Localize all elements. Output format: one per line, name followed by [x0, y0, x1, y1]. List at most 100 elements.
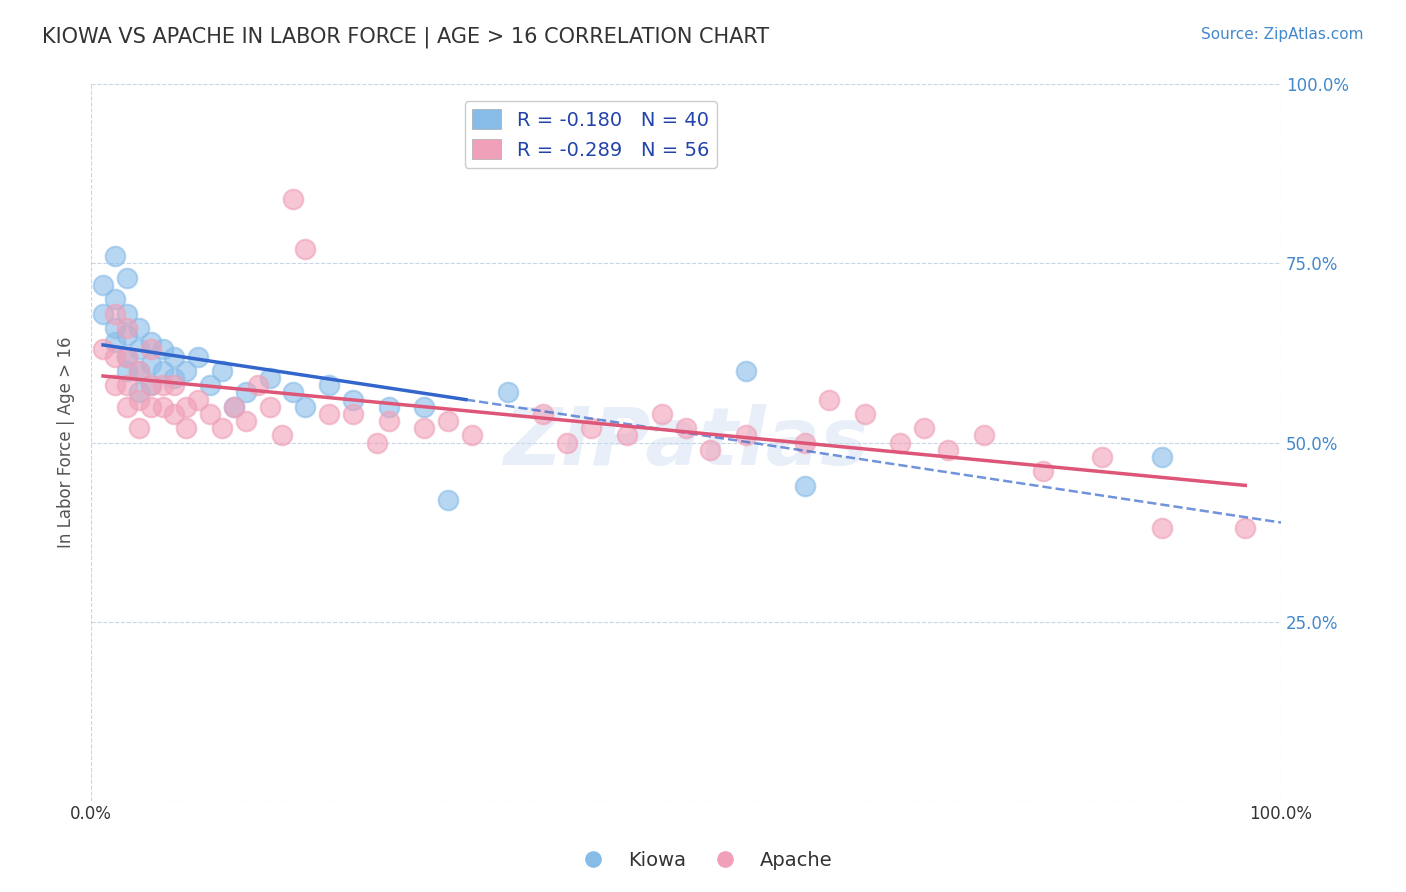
Point: [294, 242, 316, 256]
Point: [1234, 521, 1257, 535]
Point: [283, 192, 305, 206]
Point: [259, 371, 281, 385]
Point: [104, 249, 127, 263]
Point: [1150, 521, 1173, 535]
Point: [115, 350, 138, 364]
Point: [104, 321, 127, 335]
Point: [283, 385, 305, 400]
Point: [496, 385, 519, 400]
Point: [198, 378, 221, 392]
Point: [1091, 450, 1114, 464]
Point: [246, 378, 269, 392]
Point: [104, 307, 127, 321]
Point: [128, 385, 150, 400]
Point: [699, 442, 721, 457]
Point: [437, 414, 460, 428]
Point: [128, 321, 150, 335]
Point: [413, 421, 436, 435]
Point: [235, 414, 257, 428]
Point: [912, 421, 935, 435]
Y-axis label: In Labor Force | Age > 16: In Labor Force | Age > 16: [58, 337, 75, 549]
Point: [139, 400, 162, 414]
Point: [104, 378, 127, 392]
Point: [115, 321, 138, 335]
Point: [163, 350, 186, 364]
Point: [318, 407, 340, 421]
Point: [115, 270, 138, 285]
Point: [163, 371, 186, 385]
Point: [734, 364, 756, 378]
Point: [889, 435, 911, 450]
Point: [104, 293, 127, 307]
Point: [377, 400, 399, 414]
Point: [152, 343, 174, 357]
Text: KIOWA VS APACHE IN LABOR FORCE | AGE > 16 CORRELATION CHART: KIOWA VS APACHE IN LABOR FORCE | AGE > 1…: [42, 27, 769, 48]
Point: [342, 407, 364, 421]
Point: [104, 335, 127, 350]
Point: [531, 407, 554, 421]
Point: [318, 378, 340, 392]
Point: [91, 307, 114, 321]
Point: [734, 428, 756, 442]
Point: [294, 400, 316, 414]
Point: [152, 364, 174, 378]
Point: [139, 378, 162, 392]
Point: [936, 442, 959, 457]
Legend: R = -0.180   N = 40, R = -0.289   N = 56: R = -0.180 N = 40, R = -0.289 N = 56: [464, 102, 717, 168]
Point: [104, 350, 127, 364]
Point: [651, 407, 673, 421]
Point: [187, 350, 209, 364]
Point: [91, 343, 114, 357]
Point: [115, 350, 138, 364]
Point: [115, 400, 138, 414]
Point: [211, 421, 233, 435]
Point: [115, 307, 138, 321]
Point: [675, 421, 697, 435]
Point: [152, 400, 174, 414]
Point: [461, 428, 484, 442]
Point: [817, 392, 839, 407]
Point: [342, 392, 364, 407]
Point: [139, 357, 162, 371]
Point: [794, 435, 817, 450]
Point: [139, 378, 162, 392]
Point: [163, 407, 186, 421]
Point: [128, 343, 150, 357]
Point: [128, 364, 150, 378]
Point: [1150, 450, 1173, 464]
Point: [115, 328, 138, 343]
Point: [555, 435, 578, 450]
Point: [794, 478, 817, 492]
Point: [163, 378, 186, 392]
Point: [270, 428, 292, 442]
Point: [187, 392, 209, 407]
Point: [235, 385, 257, 400]
Point: [1032, 464, 1054, 478]
Point: [377, 414, 399, 428]
Point: [128, 392, 150, 407]
Point: [853, 407, 876, 421]
Point: [579, 421, 602, 435]
Point: [128, 364, 150, 378]
Point: [128, 421, 150, 435]
Point: [259, 400, 281, 414]
Point: [91, 277, 114, 292]
Point: [211, 364, 233, 378]
Point: [139, 343, 162, 357]
Point: [139, 335, 162, 350]
Point: [176, 400, 198, 414]
Point: [437, 492, 460, 507]
Point: [198, 407, 221, 421]
Point: [222, 400, 245, 414]
Point: [176, 364, 198, 378]
Text: ZIPatlas: ZIPatlas: [503, 403, 869, 482]
Point: [176, 421, 198, 435]
Point: [616, 428, 638, 442]
Point: [413, 400, 436, 414]
Point: [115, 378, 138, 392]
Point: [973, 428, 995, 442]
Point: [366, 435, 388, 450]
Text: Source: ZipAtlas.com: Source: ZipAtlas.com: [1201, 27, 1364, 42]
Legend: Kiowa, Apache: Kiowa, Apache: [565, 843, 841, 878]
Point: [222, 400, 245, 414]
